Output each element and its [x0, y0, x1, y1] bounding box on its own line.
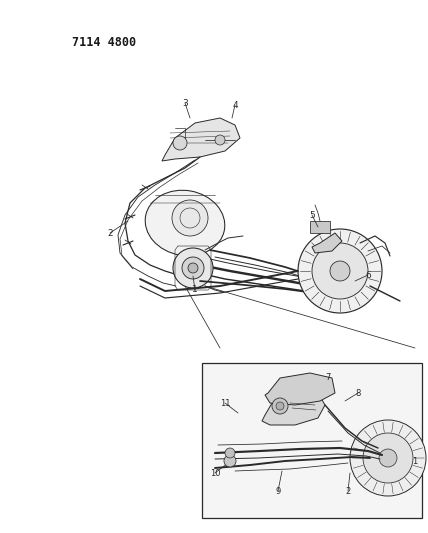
Text: 2: 2 [345, 487, 351, 496]
Text: 11: 11 [220, 399, 230, 408]
Circle shape [215, 135, 225, 145]
Circle shape [173, 136, 187, 150]
Polygon shape [162, 118, 240, 161]
Text: 7: 7 [325, 374, 331, 383]
Text: 8: 8 [355, 389, 361, 398]
Text: 9: 9 [275, 487, 281, 496]
Circle shape [272, 398, 288, 414]
Circle shape [379, 449, 397, 467]
Polygon shape [312, 233, 342, 253]
Text: 2: 2 [107, 229, 113, 238]
Text: 7114 4800: 7114 4800 [72, 36, 136, 49]
Ellipse shape [145, 190, 225, 256]
Polygon shape [310, 221, 330, 233]
Circle shape [172, 200, 208, 236]
Circle shape [182, 257, 204, 279]
Circle shape [173, 248, 213, 288]
Text: 3: 3 [182, 99, 188, 108]
Circle shape [225, 448, 235, 458]
Circle shape [276, 402, 284, 410]
Circle shape [224, 455, 236, 467]
Bar [202, 363, 422, 518]
Circle shape [350, 420, 426, 496]
Polygon shape [265, 373, 335, 405]
Circle shape [363, 433, 413, 483]
Text: 5: 5 [309, 211, 315, 220]
Circle shape [330, 261, 350, 281]
Polygon shape [262, 390, 325, 425]
Circle shape [298, 229, 382, 313]
Text: 6: 6 [365, 271, 371, 279]
Text: 10: 10 [210, 469, 220, 478]
Text: 1: 1 [192, 286, 198, 295]
Text: 4: 4 [232, 101, 238, 109]
Circle shape [188, 263, 198, 273]
Circle shape [312, 243, 368, 299]
Text: 1: 1 [412, 456, 418, 465]
